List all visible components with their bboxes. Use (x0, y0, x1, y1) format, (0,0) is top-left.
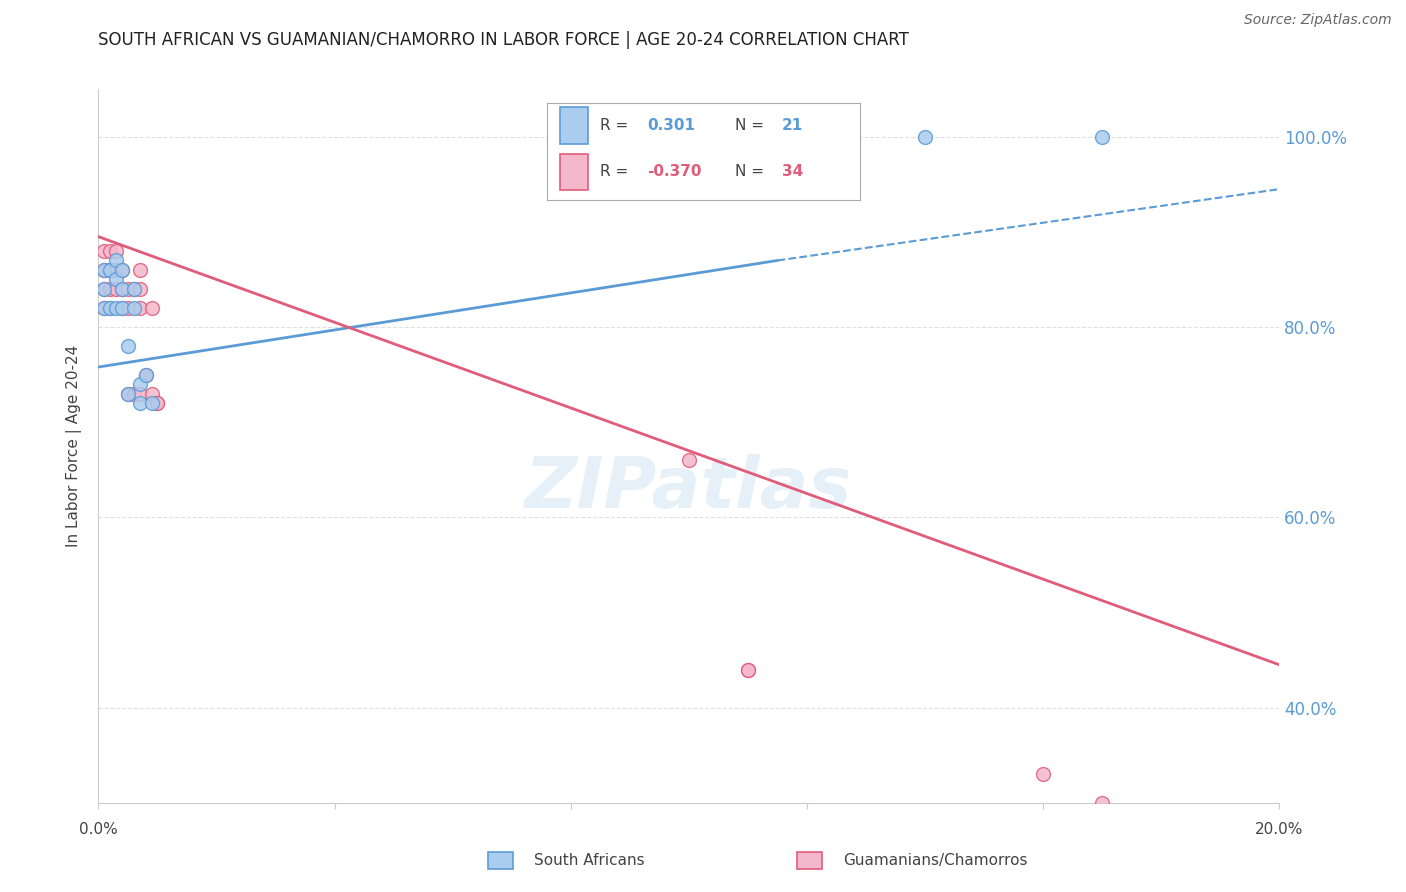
Point (141, 301, 163, 315)
Point (111, 301, 134, 315)
Text: 20.0%: 20.0% (1256, 822, 1303, 837)
Point (105, 272, 128, 286)
Text: N =: N = (735, 164, 763, 179)
Point (128, 396, 150, 410)
Text: N =: N = (735, 118, 763, 133)
Text: 0.0%: 0.0% (79, 822, 118, 837)
Point (111, 263, 134, 277)
Text: 21: 21 (782, 118, 803, 133)
Point (128, 282, 150, 296)
Point (1032, 767, 1054, 781)
Point (98, 282, 121, 296)
Text: Guamanians/Chamorros: Guamanians/Chamorros (844, 854, 1028, 868)
FancyBboxPatch shape (560, 107, 588, 144)
Point (98, 263, 121, 277)
Point (117, 282, 139, 296)
Point (128, 263, 150, 277)
Point (146, 396, 169, 410)
Point (128, 377, 150, 392)
Point (122, 386, 145, 401)
Point (135, 368, 157, 382)
Point (737, 663, 759, 677)
Point (105, 282, 128, 296)
FancyBboxPatch shape (797, 852, 823, 870)
Text: R =: R = (600, 164, 628, 179)
Point (93, 263, 115, 277)
Point (98, 301, 121, 315)
Point (135, 368, 157, 382)
Point (122, 282, 145, 296)
Point (117, 339, 139, 353)
Point (105, 244, 128, 258)
Point (93, 263, 115, 277)
Y-axis label: In Labor Force | Age 20-24: In Labor Force | Age 20-24 (66, 345, 83, 547)
Point (98, 263, 121, 277)
Point (117, 386, 139, 401)
Point (105, 253, 128, 268)
Text: South Africans: South Africans (534, 854, 645, 868)
Point (117, 386, 139, 401)
Text: Source: ZipAtlas.com: Source: ZipAtlas.com (1244, 13, 1392, 28)
Point (141, 386, 163, 401)
Point (105, 263, 128, 277)
Point (111, 263, 134, 277)
Point (122, 282, 145, 296)
Point (128, 386, 150, 401)
Text: R =: R = (600, 118, 628, 133)
Point (619, 129, 641, 144)
Text: SOUTH AFRICAN VS GUAMANIAN/CHAMORRO IN LABOR FORCE | AGE 20-24 CORRELATION CHART: SOUTH AFRICAN VS GUAMANIAN/CHAMORRO IN L… (98, 31, 910, 49)
Point (111, 301, 134, 315)
Point (122, 301, 145, 315)
Text: ZIPatlas: ZIPatlas (526, 454, 852, 524)
FancyBboxPatch shape (488, 852, 513, 870)
Text: 34: 34 (782, 164, 803, 179)
Point (146, 396, 169, 410)
Point (737, 663, 759, 677)
Point (93, 282, 115, 296)
Point (98, 244, 121, 258)
Point (111, 282, 134, 296)
Text: -0.370: -0.370 (647, 164, 702, 179)
Point (93, 301, 115, 315)
Point (1091, 796, 1114, 810)
Point (111, 282, 134, 296)
Point (93, 282, 115, 296)
FancyBboxPatch shape (560, 153, 588, 190)
Point (141, 396, 163, 410)
Point (128, 301, 150, 315)
Point (1091, 129, 1114, 144)
Point (117, 301, 139, 315)
Point (98, 301, 121, 315)
Point (678, 453, 700, 467)
Text: 0.301: 0.301 (647, 118, 696, 133)
Point (93, 244, 115, 258)
Point (105, 301, 128, 315)
Point (914, 129, 936, 144)
Point (93, 301, 115, 315)
